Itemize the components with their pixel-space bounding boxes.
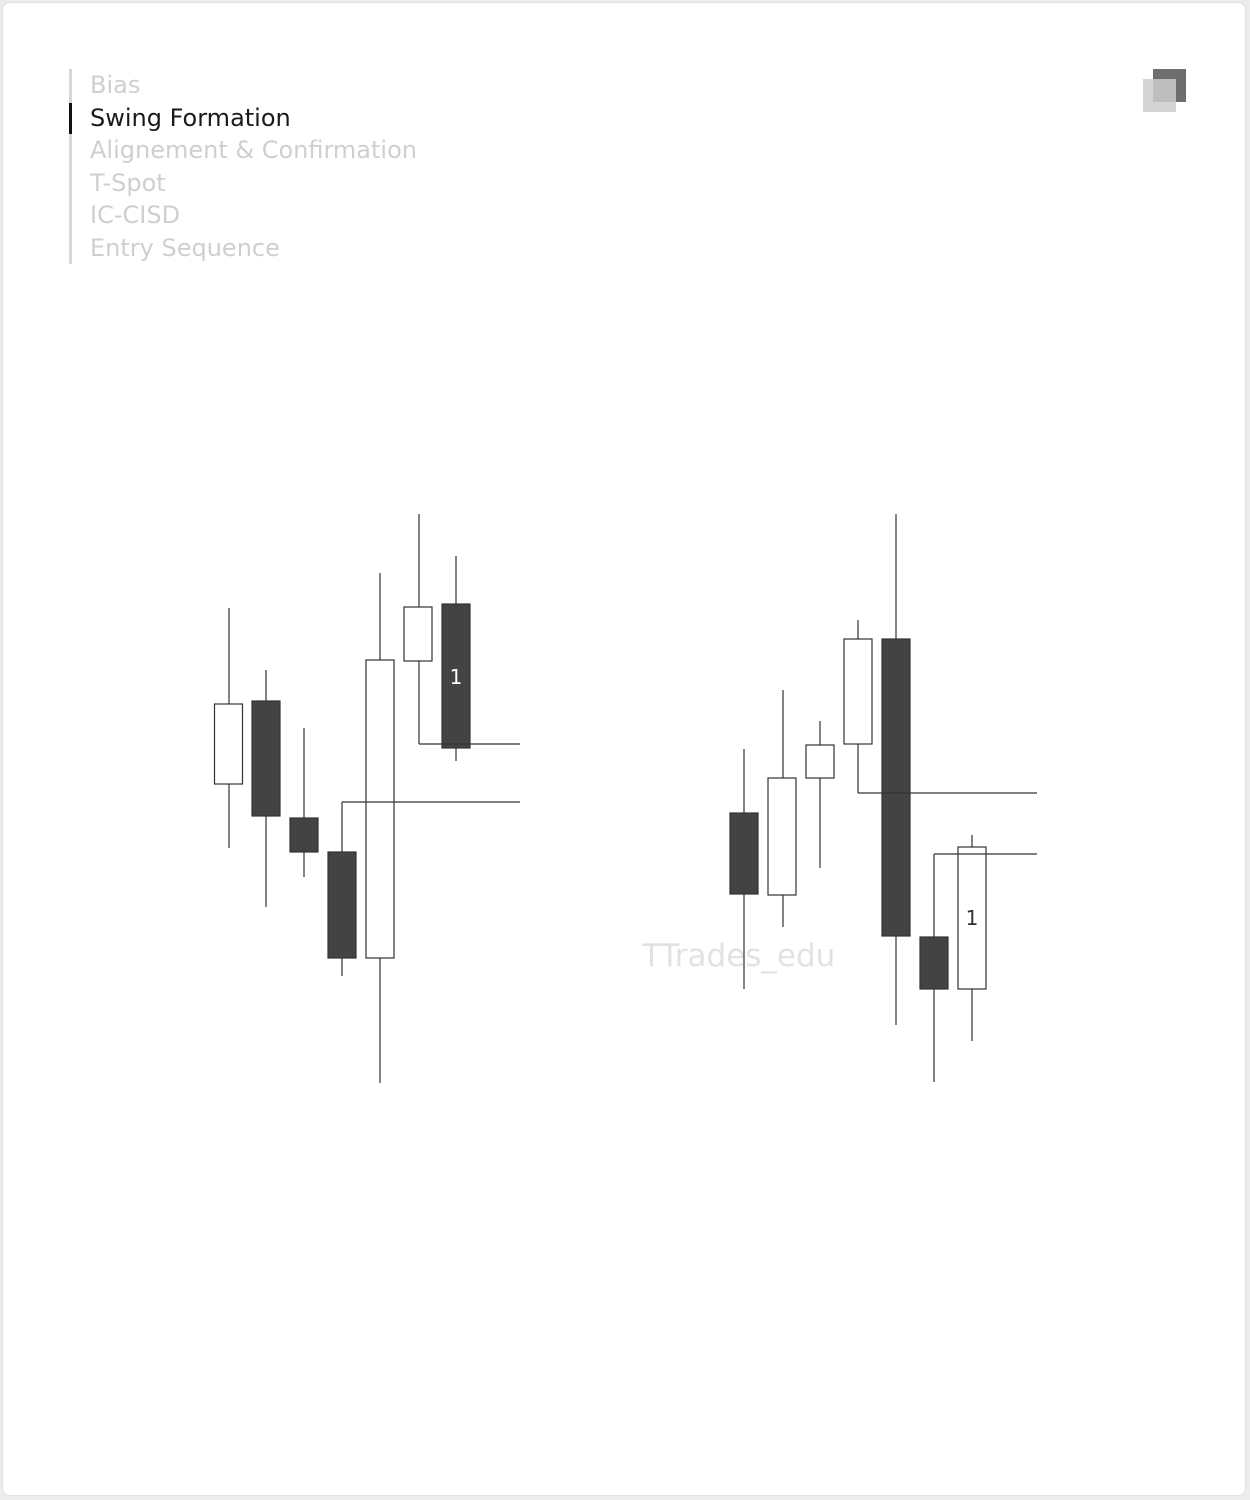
bearish-candle [919, 936, 949, 990]
watermark-text: TTrades_edu [641, 938, 835, 974]
bearish-candle [251, 700, 281, 817]
bullish-candle [213, 703, 244, 785]
candle-number-label: 1 [450, 665, 463, 689]
bullish-candle [403, 606, 433, 662]
bearish-candle [327, 851, 357, 959]
bullish-candle [843, 638, 873, 745]
nav-item-entry-sequence[interactable]: Entry Sequence [90, 233, 280, 262]
nav-item-ic-cisd[interactable]: IC-CISD [90, 201, 181, 229]
section-nav: Bias Swing Formation Alignement & Confir… [69, 69, 417, 264]
nav-item-t-spot[interactable]: T-Spot [90, 168, 166, 197]
candle-number-label: 1 [966, 906, 979, 930]
nav-item-alignement-confirmation[interactable]: Alignement & Confirmation [90, 136, 417, 164]
logo-front-square [1143, 79, 1176, 112]
bullish-candle-1 [957, 846, 987, 990]
bullish-candle [805, 744, 835, 779]
bearish-candle [729, 812, 759, 895]
bullish-candle [767, 777, 797, 896]
nav-item-swing-formation[interactable]: Swing Formation [69, 102, 417, 135]
bearish-swing-example: 1 [213, 514, 520, 1083]
bullish-swing-example: 1 [729, 514, 1037, 1082]
bullish-candle [365, 659, 395, 959]
bearish-candle-1 [441, 603, 471, 749]
bearish-candle [289, 817, 319, 853]
nav-item-bias[interactable]: Bias [90, 71, 141, 99]
overlapping-squares-logo-icon [1141, 67, 1189, 115]
bearish-candle [881, 638, 911, 937]
